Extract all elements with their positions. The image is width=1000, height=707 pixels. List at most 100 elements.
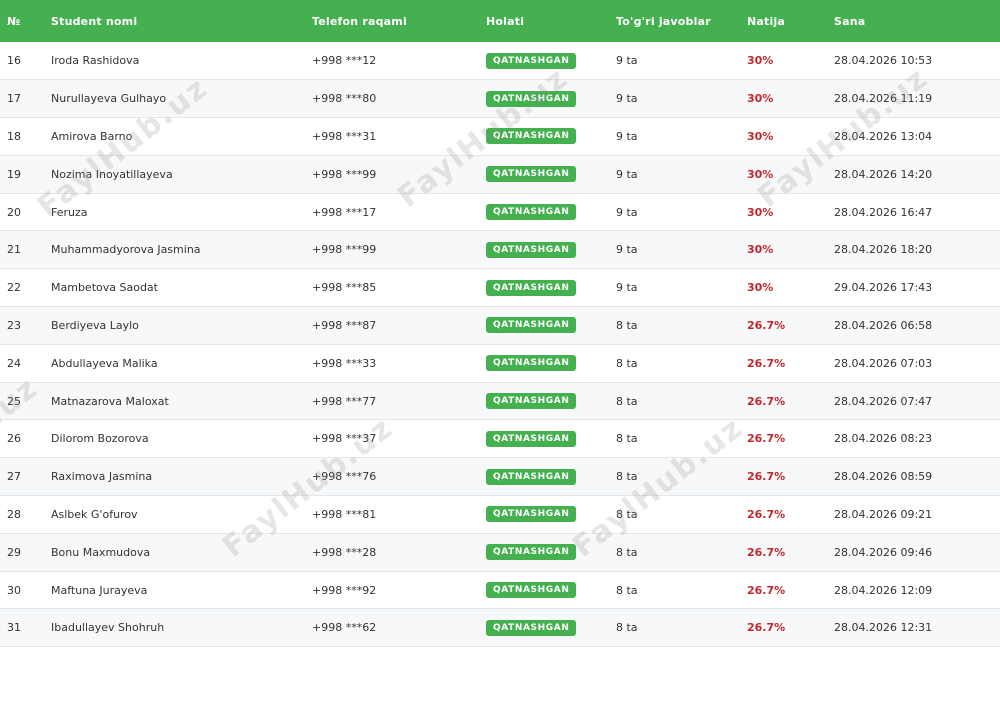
header-phone: Telefon raqami <box>312 14 407 28</box>
date-time-cell: 28.04.2026 07:47 <box>827 382 1000 420</box>
correct-answers-cell: 8 ta <box>609 307 740 345</box>
correct-answers: 9 ta <box>616 92 638 106</box>
student-name-cell: Muhammadyorova Jasmina <box>44 231 305 269</box>
date-time-cell: 29.04.2026 17:43 <box>827 269 1000 307</box>
correct-answers-cell: 9 ta <box>609 118 740 156</box>
date-time: 28.04.2026 08:59 <box>834 470 933 484</box>
phone-number: +998 ***87 <box>312 318 377 332</box>
result-percent-cell: 26.7% <box>740 571 827 609</box>
result-percent-cell: 30% <box>740 155 827 193</box>
header-status: Holati <box>486 14 525 28</box>
correct-answers-cell: 9 ta <box>609 231 740 269</box>
student-name-cell: Berdiyeva Laylo <box>44 307 305 345</box>
row-number: 21 <box>7 243 21 257</box>
table-row: 16 Iroda Rashidova +998 ***12 QATNASHGAN 9 t… <box>0 42 1000 80</box>
status-badge-cell: QATNASHGAN <box>479 458 609 496</box>
student-name-cell: Bonu Maxmudova <box>44 533 305 571</box>
result-percent-cell: 26.7% <box>740 609 827 647</box>
row-number-cell: 18 <box>0 118 44 156</box>
row-number-cell: 21 <box>0 231 44 269</box>
phone-number: +998 ***99 <box>312 167 377 181</box>
phone-number-cell: +998 ***99 <box>305 155 479 193</box>
row-number-cell: 28 <box>0 496 44 534</box>
phone-number-cell: +998 ***85 <box>305 269 479 307</box>
date-time: 28.04.2026 12:31 <box>834 621 933 635</box>
student-name: Berdiyeva Laylo <box>51 318 139 332</box>
status-badge-cell: QATNASHGAN <box>479 155 609 193</box>
date-time: 28.04.2026 14:20 <box>834 167 933 181</box>
student-name: Mambetova Saodat <box>51 281 158 295</box>
date-time: 28.04.2026 09:21 <box>834 507 933 521</box>
date-time-cell: 28.04.2026 14:20 <box>827 155 1000 193</box>
correct-answers-cell: 8 ta <box>609 609 740 647</box>
correct-answers-cell: 8 ta <box>609 420 740 458</box>
row-number: 19 <box>7 167 21 181</box>
result-percent: 26.7% <box>747 432 786 446</box>
row-number-cell: 20 <box>0 193 44 231</box>
date-time: 29.04.2026 17:43 <box>834 281 933 295</box>
date-time: 28.04.2026 07:03 <box>834 356 933 370</box>
phone-number-cell: +998 ***76 <box>305 458 479 496</box>
date-time-cell: 28.04.2026 11:19 <box>827 80 1000 118</box>
correct-answers-cell: 8 ta <box>609 458 740 496</box>
phone-number-cell: +998 ***99 <box>305 231 479 269</box>
result-percent-cell: 30% <box>740 269 827 307</box>
row-number: 16 <box>7 54 21 68</box>
status-badge: QATNASHGAN <box>486 393 577 410</box>
row-number: 24 <box>7 356 21 370</box>
correct-answers-cell: 8 ta <box>609 533 740 571</box>
student-name: Muhammadyorova Jasmina <box>51 243 201 257</box>
result-percent: 26.7% <box>747 394 786 408</box>
phone-number-cell: +998 ***92 <box>305 571 479 609</box>
student-name-cell: Matnazarova Maloxat <box>44 382 305 420</box>
date-time-cell: 28.04.2026 07:03 <box>827 344 1000 382</box>
phone-number: +998 ***85 <box>312 281 377 295</box>
status-badge-cell: QATNASHGAN <box>479 571 609 609</box>
phone-number-cell: +998 ***28 <box>305 533 479 571</box>
status-badge-cell: QATNASHGAN <box>479 382 609 420</box>
date-time-cell: 28.04.2026 12:09 <box>827 571 1000 609</box>
phone-number: +998 ***99 <box>312 243 377 257</box>
results-table: № Student nomi Telefon raqami Holati To'g'ri… <box>0 0 1000 647</box>
student-name: Nozima Inoyatillayeva <box>51 167 173 181</box>
correct-answers: 8 ta <box>616 621 638 635</box>
status-badge-cell: QATNASHGAN <box>479 496 609 534</box>
table-row: 23 Berdiyeva Laylo +998 ***87 QATNASHGAN 8 t… <box>0 306 1000 345</box>
result-percent-cell: 26.7% <box>740 533 827 571</box>
student-name: Aslbek G'ofurov <box>51 507 138 521</box>
result-percent-cell: 30% <box>740 42 827 80</box>
row-number: 22 <box>7 281 21 295</box>
phone-number: +998 ***31 <box>312 129 377 143</box>
row-number-cell: 26 <box>0 420 44 458</box>
student-name-cell: Dilorom Bozorova <box>44 420 305 458</box>
status-badge: QATNASHGAN <box>486 317 577 334</box>
date-time-cell: 28.04.2026 08:59 <box>827 458 1000 496</box>
row-number-cell: 25 <box>0 382 44 420</box>
table-row: 29 Bonu Maxmudova +998 ***28 QATNASHGAN 8 ta… <box>0 533 1000 572</box>
phone-number-cell: +998 ***62 <box>305 609 479 647</box>
status-badge-cell: QATNASHGAN <box>479 42 609 80</box>
result-percent-cell: 26.7% <box>740 382 827 420</box>
result-percent: 26.7% <box>747 545 786 559</box>
phone-number: +998 ***28 <box>312 545 377 559</box>
status-badge-cell: QATNASHGAN <box>479 344 609 382</box>
result-percent-cell: 30% <box>740 193 827 231</box>
correct-answers: 8 ta <box>616 432 638 446</box>
student-name: Feruza <box>51 205 88 219</box>
student-name-cell: Amirova Barno <box>44 118 305 156</box>
phone-number: +998 ***77 <box>312 394 377 408</box>
phone-number-cell: +998 ***33 <box>305 344 479 382</box>
status-badge: QATNASHGAN <box>486 204 577 221</box>
correct-answers: 8 ta <box>616 545 638 559</box>
row-number-cell: 16 <box>0 42 44 80</box>
student-name-cell: Ibadullayev Shohruh <box>44 609 305 647</box>
correct-answers: 8 ta <box>616 583 638 597</box>
result-percent: 26.7% <box>747 583 786 597</box>
result-percent-cell: 30% <box>740 118 827 156</box>
correct-answers-cell: 9 ta <box>609 42 740 80</box>
table-row: 30 Maftuna Jurayeva +998 ***92 QATNASHGAN 8 … <box>0 571 1000 609</box>
phone-number: +998 ***12 <box>312 54 377 68</box>
status-badge-cell: QATNASHGAN <box>479 231 609 269</box>
row-number: 18 <box>7 129 21 143</box>
status-badge: QATNASHGAN <box>486 279 577 296</box>
